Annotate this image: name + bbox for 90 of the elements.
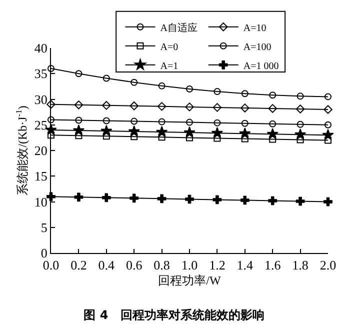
legend-label: A自适应 <box>160 22 198 34</box>
point <box>186 86 193 92</box>
point <box>184 126 196 138</box>
point <box>130 194 139 203</box>
y-tick-label: 15 <box>34 168 48 184</box>
y-tick-label: 25 <box>34 117 48 132</box>
point <box>102 132 110 140</box>
point <box>211 126 224 138</box>
point <box>46 100 56 109</box>
point <box>212 195 222 204</box>
point <box>158 82 166 90</box>
point <box>185 102 194 112</box>
point <box>128 125 140 137</box>
point <box>241 135 248 142</box>
x-tick-label: 0.2 <box>70 258 87 273</box>
point <box>268 196 278 206</box>
point <box>102 74 110 82</box>
x-tick-label: 2.0 <box>320 258 336 273</box>
x-tick-label: 0.4 <box>98 258 116 273</box>
point <box>72 124 85 136</box>
point <box>269 92 276 99</box>
x-tick-label: 1.4 <box>236 258 254 273</box>
point <box>324 197 332 206</box>
point <box>100 124 112 136</box>
point <box>269 136 276 143</box>
point <box>296 136 304 144</box>
y-tick-label: 30 <box>34 92 48 107</box>
point <box>158 134 166 141</box>
text: 图 4 回程功率对系统能效的影响 <box>84 308 264 322</box>
point <box>48 132 54 139</box>
point <box>186 118 193 126</box>
point <box>296 104 305 114</box>
point <box>157 102 166 111</box>
x-tick-label: 1.0 <box>181 258 198 273</box>
point <box>48 116 54 124</box>
y-tick-label: 5 <box>40 220 48 235</box>
point <box>239 127 251 139</box>
point <box>294 128 306 140</box>
x-tick-label: 0.8 <box>154 258 170 273</box>
point <box>102 193 111 202</box>
point <box>75 70 82 78</box>
point <box>322 129 334 140</box>
point <box>158 118 166 126</box>
point <box>266 128 278 140</box>
x-tick-label: 1.8 <box>292 258 308 273</box>
x-tick-label: 0.6 <box>126 258 143 273</box>
point <box>214 88 221 96</box>
point <box>296 92 304 100</box>
point <box>75 116 82 124</box>
point <box>296 120 304 128</box>
point <box>102 117 110 124</box>
x-axis-title: 回程功率/W <box>158 274 222 288</box>
legend-label: A=100 <box>243 42 272 53</box>
point <box>241 90 248 98</box>
point <box>268 104 277 113</box>
legend-label: A=1 000 <box>243 60 279 72</box>
point <box>130 102 138 110</box>
point <box>214 119 221 126</box>
y-tick-label: 10 <box>34 194 48 210</box>
point <box>240 104 250 112</box>
point <box>156 126 168 138</box>
point <box>130 118 138 125</box>
point <box>269 120 276 128</box>
point <box>324 121 332 128</box>
point <box>130 78 138 86</box>
point <box>240 196 250 205</box>
point <box>75 132 82 140</box>
point <box>185 194 194 204</box>
y-tick-label: 35 <box>34 66 48 82</box>
x-tick-label: 1.6 <box>264 258 282 273</box>
point <box>241 120 248 127</box>
point <box>324 93 332 100</box>
point <box>48 65 54 72</box>
point <box>324 136 332 144</box>
legend-label: A=10 <box>243 22 266 34</box>
point <box>130 133 138 140</box>
point <box>212 103 222 112</box>
point <box>214 134 221 142</box>
y-tick-label: 20 <box>34 143 48 158</box>
legend-label: A=0 <box>160 42 178 53</box>
point <box>296 196 305 206</box>
point <box>74 100 84 110</box>
point <box>157 194 166 204</box>
x-tick-label: 1.2 <box>209 258 226 273</box>
legend-label: A=1 <box>160 60 178 72</box>
point <box>102 101 111 110</box>
y-tick-label: 40 <box>34 40 48 56</box>
point <box>324 105 332 114</box>
point <box>74 192 84 202</box>
point <box>186 134 193 142</box>
